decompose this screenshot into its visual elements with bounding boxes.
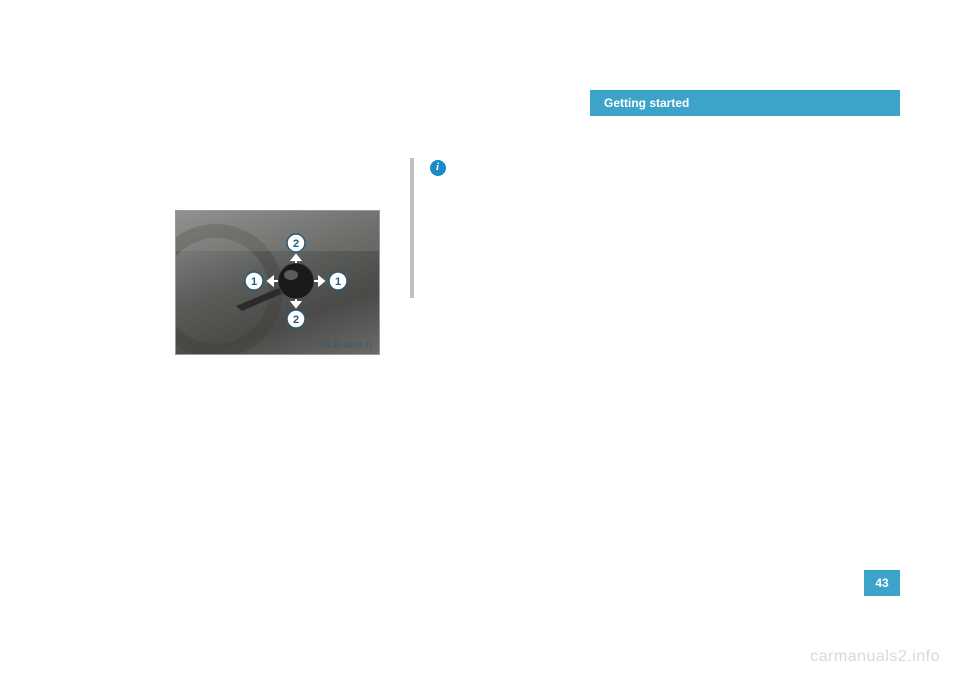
callout-2-bottom: 2 bbox=[287, 310, 305, 328]
section-title: Getting started bbox=[604, 96, 689, 110]
section-header-bar: Getting started bbox=[590, 90, 900, 116]
callout-2-top: 2 bbox=[287, 234, 305, 252]
svg-text:1: 1 bbox=[251, 276, 257, 288]
diagram-svg: 1 1 2 2 bbox=[176, 211, 380, 355]
svg-text:1: 1 bbox=[335, 276, 341, 288]
page-number: 43 bbox=[864, 570, 900, 596]
watermark-text: carmanuals2.info bbox=[810, 648, 940, 666]
svg-text:2: 2 bbox=[293, 238, 299, 250]
manual-page: Getting started bbox=[80, 60, 900, 620]
diagram-photo-id: P54.25-4079-31 bbox=[316, 341, 373, 350]
svg-text:2: 2 bbox=[293, 314, 299, 326]
note-sidebar-rule bbox=[410, 158, 414, 298]
callout-1-left: 1 bbox=[245, 272, 263, 290]
info-icon bbox=[430, 160, 446, 176]
steering-column-stalk-diagram: 1 1 2 2 P54.25-4079-31 bbox=[175, 210, 380, 355]
page-number-value: 43 bbox=[875, 576, 888, 590]
callout-1-right: 1 bbox=[329, 272, 347, 290]
control-knob bbox=[278, 263, 314, 299]
